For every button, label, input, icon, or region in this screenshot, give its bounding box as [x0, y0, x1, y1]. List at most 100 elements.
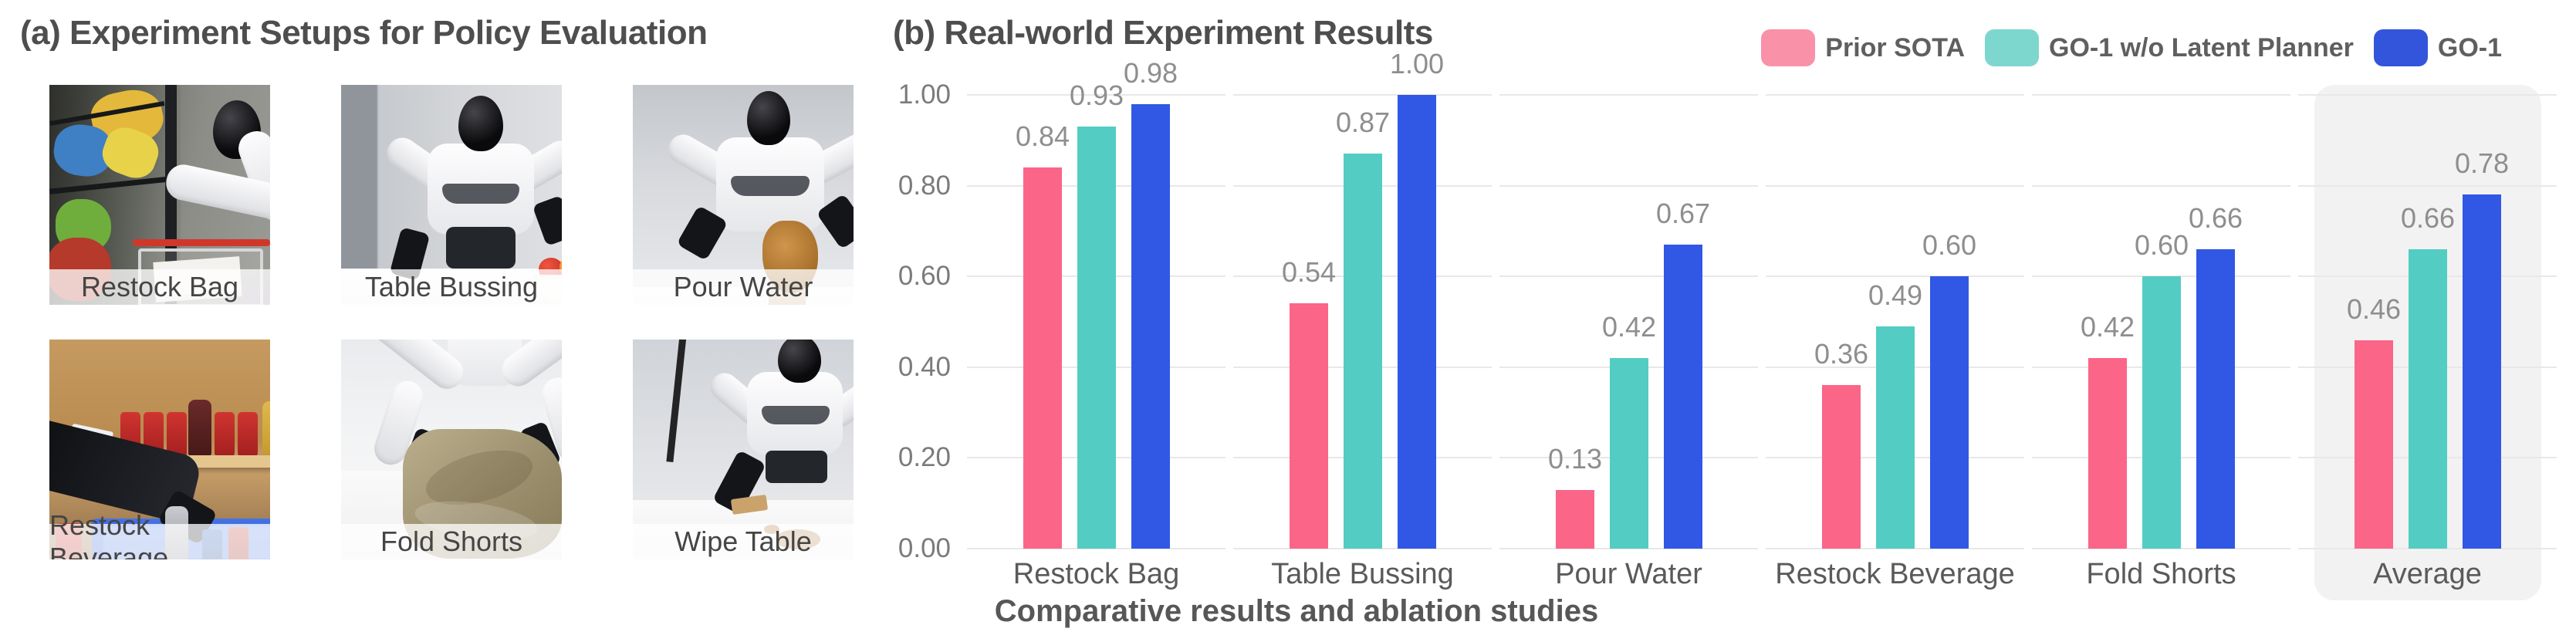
bar — [1664, 245, 1702, 549]
photo-label: Table Bussing — [341, 269, 562, 305]
legend-item: GO-1 w/o Latent Planner — [1985, 29, 2354, 66]
gridline — [1233, 94, 1492, 96]
gridline — [1233, 548, 1492, 549]
bar-value-label: 1.00 — [1389, 48, 1445, 79]
bar-value-label: 0.46 — [2346, 293, 2402, 325]
category-label: Pour Water — [1555, 558, 1702, 590]
bar-value-label: 0.49 — [1868, 279, 1923, 311]
photo-label: Restock Bag — [49, 269, 270, 305]
photo-label: Pour Water — [633, 269, 854, 305]
category-label: Average — [2373, 558, 2482, 590]
photo-wipe-table: Wipe Table — [633, 340, 854, 559]
photo-table-bussing: Table Bussing — [341, 85, 562, 305]
gridline — [2298, 548, 2557, 549]
gridline — [967, 548, 1225, 549]
bar — [2463, 194, 2501, 549]
cart-handle — [133, 239, 270, 246]
bar-value-label: 0.13 — [1547, 443, 1603, 475]
y-tick-label: 1.00 — [898, 79, 951, 110]
bar-value-label: 0.87 — [1335, 106, 1391, 138]
panel-a-title: (a) Experiment Setups for Policy Evaluat… — [20, 14, 708, 52]
photo-restock-bag: Restock Bag — [49, 85, 270, 305]
bar-value-label: 0.42 — [2080, 311, 2135, 343]
bar — [2409, 249, 2447, 549]
legend-label: GO-1 — [2437, 32, 2502, 63]
y-tick-label: 0.40 — [898, 352, 951, 382]
panel-b-title: (b) Real-world Experiment Results — [893, 14, 1433, 52]
legend-label: Prior SOTA — [1825, 32, 1966, 63]
bar — [1077, 127, 1116, 549]
y-tick-label: 0.00 — [898, 533, 951, 563]
y-tick-label: 0.60 — [898, 261, 951, 291]
robot-head — [458, 96, 503, 151]
bar — [1930, 276, 1969, 549]
bar-value-label: 0.36 — [1814, 338, 1869, 370]
bar-value-label: 0.84 — [1015, 120, 1070, 152]
legend-swatch — [1985, 29, 2040, 66]
beverage-bottle — [188, 400, 211, 457]
bar — [2196, 249, 2235, 549]
experiment-photos-grid: Restock Bag Table Bussing — [19, 73, 884, 572]
gridline — [2032, 548, 2290, 549]
bar-value-label: 0.66 — [2188, 202, 2243, 234]
photo-restock-beverage: Restock Beverage — [49, 340, 270, 559]
gridline — [1499, 185, 1758, 187]
photo-pour-water: Pour Water — [633, 85, 854, 305]
bar-value-label: 0.54 — [1281, 256, 1337, 288]
bar-value-label: 0.60 — [2134, 229, 2189, 261]
beverage-can — [215, 412, 235, 457]
photo-label: Fold Shorts — [341, 524, 562, 559]
bar — [1131, 104, 1170, 549]
fruit-orange — [559, 256, 562, 278]
gridline — [1499, 548, 1758, 549]
bar — [1876, 326, 1915, 549]
bar — [1398, 95, 1436, 549]
beverage-bottle — [262, 401, 270, 457]
figure-caption: Comparative results and ablation studies — [994, 594, 1599, 628]
bar — [1556, 490, 1594, 549]
category-label: Table Bussing — [1271, 558, 1454, 590]
category-label: Restock Beverage — [1775, 558, 2015, 590]
bar — [2142, 276, 2181, 549]
bar — [2355, 340, 2393, 549]
gridline — [2298, 185, 2557, 187]
gridline — [1766, 94, 2024, 96]
y-tick-label: 0.20 — [898, 442, 951, 472]
gridline — [967, 94, 1225, 96]
category-label: Fold Shorts — [2086, 558, 2236, 590]
bar-value-label: 0.98 — [1123, 57, 1178, 89]
robot-chest — [442, 184, 519, 204]
bar — [1023, 167, 1062, 549]
robot-waist — [766, 451, 827, 483]
bar — [1290, 303, 1328, 549]
robot-waist — [446, 227, 516, 269]
gridline — [2032, 94, 2290, 96]
legend-swatch — [1761, 29, 1816, 66]
legend-item: GO-1 — [2373, 29, 2502, 66]
bar — [1610, 358, 1648, 549]
legend-item: Prior SOTA — [1761, 29, 1965, 66]
bar-value-label: 0.78 — [2454, 147, 2510, 179]
gridline — [1499, 275, 1758, 277]
gridline — [1766, 548, 2024, 549]
category-label: Restock Bag — [1012, 558, 1180, 590]
legend-label: GO-1 w/o Latent Planner — [2049, 32, 2354, 63]
bar-value-label: 0.60 — [1922, 229, 1977, 261]
gridline — [1499, 94, 1758, 96]
gridline — [2032, 185, 2290, 187]
robot-chest — [731, 176, 810, 196]
beverage-can — [167, 412, 187, 457]
bar-value-label: 0.66 — [2400, 202, 2456, 234]
robot-chest — [762, 406, 830, 424]
photo-label: Restock Beverage — [49, 509, 270, 559]
bar-value-label: 0.67 — [1655, 198, 1711, 229]
bar — [1822, 385, 1861, 549]
bar-value-label: 0.93 — [1069, 79, 1124, 111]
chart-legend: Prior SOTA GO-1 w/o Latent Planner GO-1 — [1761, 29, 2502, 66]
photo-label: Wipe Table — [633, 524, 854, 559]
bar — [2088, 358, 2127, 549]
gridline — [2298, 94, 2557, 96]
photo-fold-shorts: Fold Shorts — [341, 340, 562, 559]
